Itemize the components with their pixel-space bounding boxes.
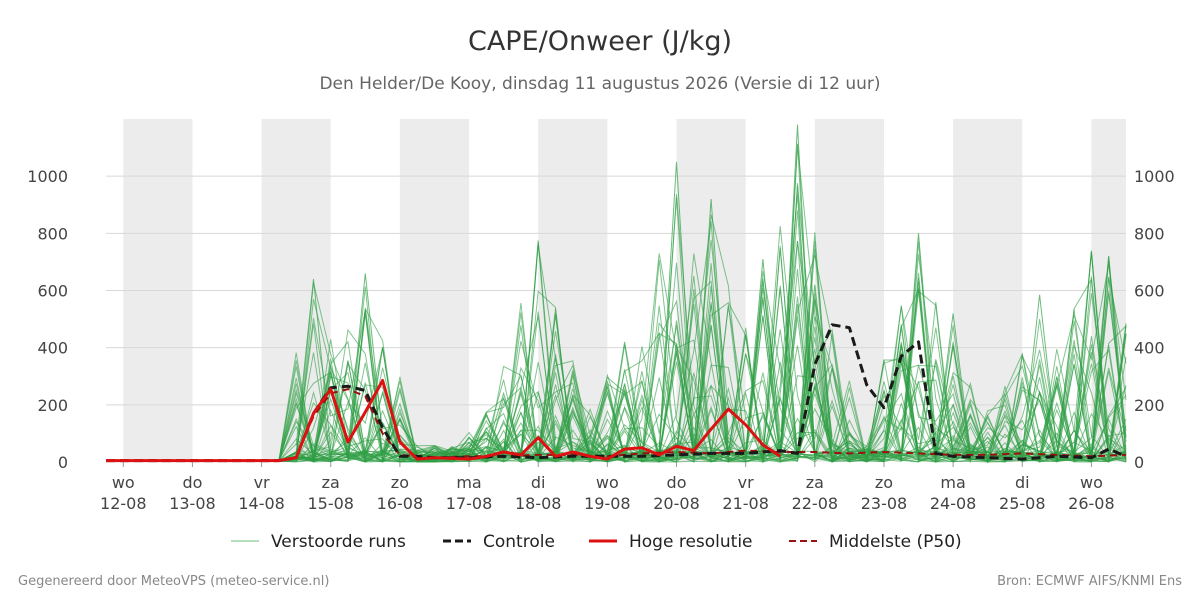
x-tick-date: 15-08	[307, 494, 354, 513]
chart-title: CAPE/Onweer (J/kg)	[468, 26, 732, 57]
x-tick-day: do	[182, 473, 202, 492]
ensemble-peak-line	[485, 391, 522, 452]
y-tick-label-left: 400	[37, 339, 68, 358]
y-tick-label-left: 200	[37, 396, 68, 415]
x-tick-date: 25-08	[999, 494, 1046, 513]
x-tick-date: 14-08	[238, 494, 285, 513]
legend: Verstoorde runs Controle Hoge resolutie …	[231, 532, 962, 552]
main-series	[106, 323, 1127, 463]
x-tick-day: wo	[596, 473, 619, 492]
ensemble-peak-line	[900, 233, 937, 452]
x-tick-date: 26-08	[1068, 494, 1115, 513]
x-tick-day: zo	[875, 473, 893, 492]
x-tick-day: vr	[738, 473, 754, 492]
ensemble-peak-line	[347, 273, 384, 448]
chart-subtitle: Den Helder/De Kooy, dinsdag 11 augustus …	[319, 74, 880, 94]
x-tick-day: zo	[391, 473, 409, 492]
x-tick-date: 24-08	[930, 494, 977, 513]
y-tick-label-right: 0	[1134, 453, 1144, 472]
x-tick-day: za	[322, 473, 340, 492]
x-tick-date: 19-08	[584, 494, 631, 513]
ensemble-peak-line	[1021, 294, 1058, 453]
y-tick-label-left: 600	[37, 282, 68, 301]
ensemble-peak-line	[797, 284, 833, 455]
y-tick-label-right: 800	[1134, 224, 1165, 243]
legend-label-hires: Hoge resolutie	[629, 532, 753, 552]
ensemble-peak-line	[1073, 250, 1110, 451]
ensemble-peak-line	[935, 313, 971, 452]
y-axis-ticks: 0 0 200 200 400 400 600 600 800 800 1000 1000	[27, 167, 1174, 472]
x-tick-date: 23-08	[861, 494, 908, 513]
x-tick-day: vr	[254, 473, 270, 492]
ensemble-peak-line	[745, 259, 781, 452]
x-tick-date: 12-08	[100, 494, 147, 513]
x-tick-date: 17-08	[446, 494, 493, 513]
x-tick-date: 21-08	[722, 494, 769, 513]
ensemble-peak-line	[606, 341, 643, 451]
x-tick-day: do	[667, 473, 687, 492]
y-tick-label-left: 0	[58, 453, 68, 472]
y-tick-label-right: 1000	[1134, 167, 1175, 186]
ensemble-peak-line	[1090, 256, 1127, 456]
x-tick-day: wo	[1080, 473, 1103, 492]
legend-label-ensemble: Verstoorde runs	[271, 532, 406, 552]
y-tick-label-right: 200	[1134, 396, 1165, 415]
x-tick-day: di	[1015, 473, 1030, 492]
ensemble-peak-line	[693, 198, 729, 453]
x-tick-day: ma	[456, 473, 481, 492]
ensemble-peak-line	[520, 240, 556, 455]
ensemble-peak-line	[658, 161, 695, 450]
x-tick-date: 18-08	[515, 494, 562, 513]
x-tick-day: di	[531, 473, 546, 492]
ensemble-peak-line	[295, 279, 332, 450]
footer-source: Bron: ECMWF AIFS/KNMI Ens	[997, 574, 1182, 589]
x-tick-date: 13-08	[169, 494, 216, 513]
y-tick-label-right: 400	[1134, 339, 1165, 358]
legend-label-control: Controle	[483, 532, 555, 552]
median-line	[106, 388, 1127, 462]
x-tick-day: za	[806, 473, 824, 492]
y-tick-label-left: 1000	[27, 167, 68, 186]
hires-line	[106, 379, 782, 463]
legend-label-median: Middelste (P50)	[829, 532, 962, 552]
y-tick-label-right: 600	[1134, 282, 1165, 301]
x-tick-date: 16-08	[377, 494, 424, 513]
y-tick-label-left: 800	[37, 224, 68, 243]
x-tick-date: 20-08	[653, 494, 700, 513]
x-tick-day: ma	[940, 473, 965, 492]
x-axis-ticks: wo 12-08 do 13-08 vr 14-08 za 15-08 zo 16-08 ma 17-…	[100, 462, 1115, 513]
x-tick-day: wo	[112, 473, 135, 492]
x-tick-date: 22-08	[792, 494, 839, 513]
footer-credit: Gegenereerd door MeteoVPS (meteo-service…	[18, 574, 329, 589]
